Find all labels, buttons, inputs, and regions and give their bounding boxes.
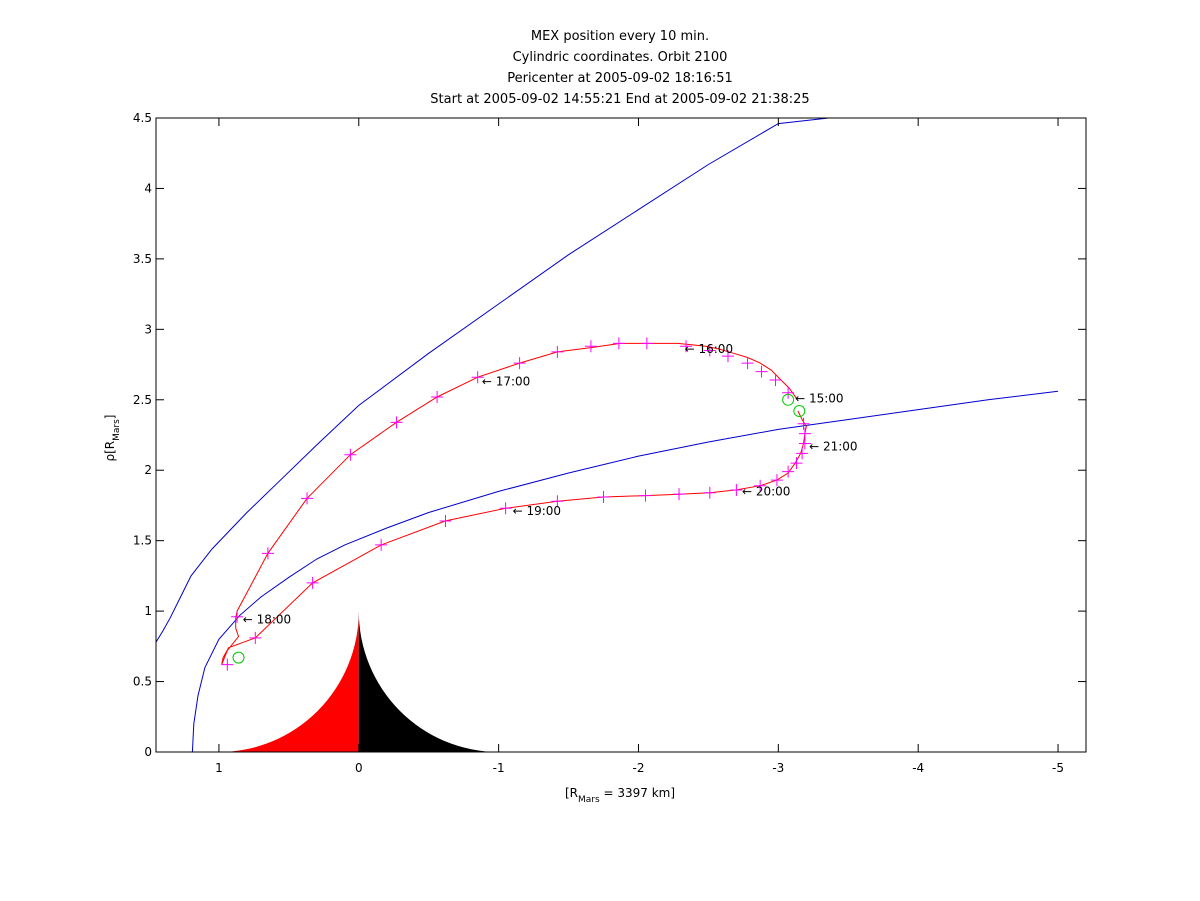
- orbit-marker: [221, 658, 234, 671]
- orbit-marker: [782, 386, 795, 399]
- orbit-marker: [499, 502, 512, 515]
- orbit-marker: [703, 486, 716, 499]
- orbit-marker: [513, 357, 526, 370]
- title-line-2: Cylindric coordinates. Orbit 2100: [513, 50, 728, 65]
- y-axis-label-sub: Mars: [112, 419, 122, 441]
- y-tick-label: 0: [144, 745, 152, 759]
- y-axis-label-pre: ρ[R: [103, 441, 117, 462]
- y-tick-label: 4: [144, 181, 152, 195]
- orbit-marker: [431, 390, 444, 403]
- y-tick-label: 0.5: [133, 675, 152, 689]
- axes-frame: [155, 117, 1087, 753]
- orbit-marker: [471, 371, 484, 384]
- y-tick-label: 1: [144, 604, 152, 618]
- orbit-marker: [344, 448, 357, 461]
- x-tick-label: -1: [493, 761, 505, 775]
- orbit-marker: [782, 465, 795, 478]
- orbit-marker: [754, 479, 767, 492]
- orbit-track: [221, 342, 807, 665]
- orbit-marker: [721, 350, 734, 363]
- x-tick-label: 0: [355, 761, 363, 775]
- orbit-marker: [639, 489, 652, 502]
- orbit-marker: [796, 447, 809, 460]
- plot-area: [156, 118, 1059, 752]
- orbit-marker: [680, 340, 693, 353]
- orbit-marker: [673, 488, 686, 501]
- orbit-marker: [261, 547, 274, 560]
- orbit-marker: [612, 337, 625, 350]
- chart-title: MEX position every 10 min. Cylindric coo…: [430, 29, 809, 107]
- event-marker: [232, 651, 245, 664]
- y-tick-label: 3.5: [133, 252, 152, 266]
- orbit-marker: [551, 345, 564, 358]
- x-tick-label: -4: [912, 761, 924, 775]
- orbit-marker: [730, 483, 743, 496]
- title-line-4: Start at 2005-09-02 14:55:21 End at 2005…: [430, 92, 809, 107]
- y-axis-label-post: ]: [103, 415, 117, 420]
- time-annotation: ← 20:00: [742, 484, 790, 498]
- y-tick-label: 2.5: [133, 393, 152, 407]
- orbit-marker: [770, 474, 783, 487]
- orbit-marker: [551, 495, 564, 508]
- planet-dayside: [218, 611, 359, 752]
- orbit-marker: [741, 357, 754, 370]
- x-axis-label-post: = 3397 km]: [600, 786, 675, 800]
- x-tick-label: -2: [632, 761, 644, 775]
- y-tick-label: 4.5: [133, 111, 152, 125]
- orbit-marker: [584, 340, 597, 353]
- time-annotation: ← 21:00: [809, 439, 857, 453]
- orbit-marker: [640, 337, 653, 350]
- planet-nightside: [358, 611, 499, 752]
- orbit-marker: [790, 457, 803, 470]
- time-annotation: ← 19:00: [513, 504, 561, 518]
- orbit-marker: [797, 417, 810, 430]
- x-axis-label-sub: Mars: [578, 795, 600, 805]
- time-annotation: ← 15:00: [795, 391, 843, 405]
- title-line-1: MEX position every 10 min.: [531, 29, 709, 44]
- y-tick-label: 3: [144, 322, 152, 336]
- orbit-marker: [390, 416, 403, 429]
- x-tick-label: -5: [1052, 761, 1064, 775]
- orbit-marker: [769, 374, 782, 387]
- time-annotation: ← 18:00: [243, 613, 291, 627]
- orbit-marker: [231, 610, 244, 623]
- time-annotation: ← 16:00: [685, 342, 733, 356]
- y-tick-label: 1.5: [133, 534, 152, 548]
- orbit-marker: [703, 344, 716, 357]
- y-tick-label: 2: [144, 463, 152, 477]
- x-axis-label: [RMars = 3397 km]: [565, 786, 675, 805]
- orbit-marker: [301, 492, 314, 505]
- axes: 1 0 -1 -2 -3 -4 -5 0 0.5 1 1.5 2 2.5 3 3.5 4 4.5: [133, 111, 1087, 775]
- induced-boundary-curve: [191, 390, 1059, 752]
- bow-shock-curve: [156, 118, 829, 643]
- orbit-marker: [439, 514, 452, 527]
- event-marker: [782, 393, 795, 406]
- y-axis-label: ρ[RMars]: [103, 415, 122, 462]
- orbit-marker: [597, 490, 610, 503]
- time-annotation: ← 17:00: [482, 374, 530, 388]
- orbit-marker: [249, 631, 262, 644]
- x-tick-label: 1: [215, 761, 223, 775]
- orbit-marker: [375, 538, 388, 551]
- title-line-3: Pericenter at 2005-09-02 18:16:51: [507, 71, 733, 86]
- orbit-marker: [306, 576, 319, 589]
- event-marker: [793, 405, 806, 418]
- time-annotations: ← 16:00 ← 17:00 ← 15:00 ← 21:00 ← 20:00 ← 19:…: [243, 342, 858, 627]
- x-axis-label-pre: [R: [565, 786, 578, 800]
- orbit-marker: [755, 365, 768, 378]
- orbit-marker: [798, 427, 811, 440]
- x-tick-label: -3: [772, 761, 784, 775]
